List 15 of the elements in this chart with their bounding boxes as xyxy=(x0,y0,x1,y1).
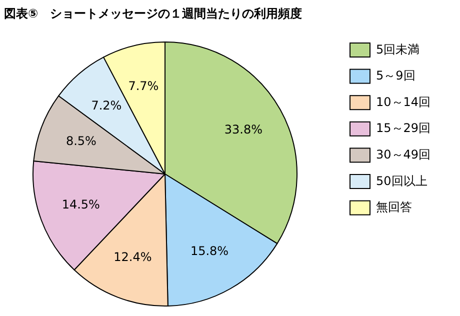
legend-label: 10～14回 xyxy=(376,94,431,109)
data-label: 12.4% xyxy=(114,250,152,264)
legend-label: 30～49回 xyxy=(376,147,431,162)
legend-label: 5回未満 xyxy=(376,42,420,56)
legend-label: 50回以上 xyxy=(376,174,428,188)
data-label: 33.8% xyxy=(224,122,262,137)
legend-label: 15～29回 xyxy=(376,121,431,136)
data-label: 7.2% xyxy=(91,98,122,112)
data-label: 15.8% xyxy=(190,244,229,258)
legend-label: 無回答 xyxy=(376,200,412,214)
data-label: 8.5% xyxy=(66,134,96,148)
chart-title: 図表⑤ ショートメッセージの１週間当たりの利用頻度 xyxy=(4,6,302,20)
data-label: 14.5% xyxy=(62,198,100,212)
data-label: 7.7% xyxy=(128,79,159,94)
legend-label: 5～9回 xyxy=(376,68,416,83)
